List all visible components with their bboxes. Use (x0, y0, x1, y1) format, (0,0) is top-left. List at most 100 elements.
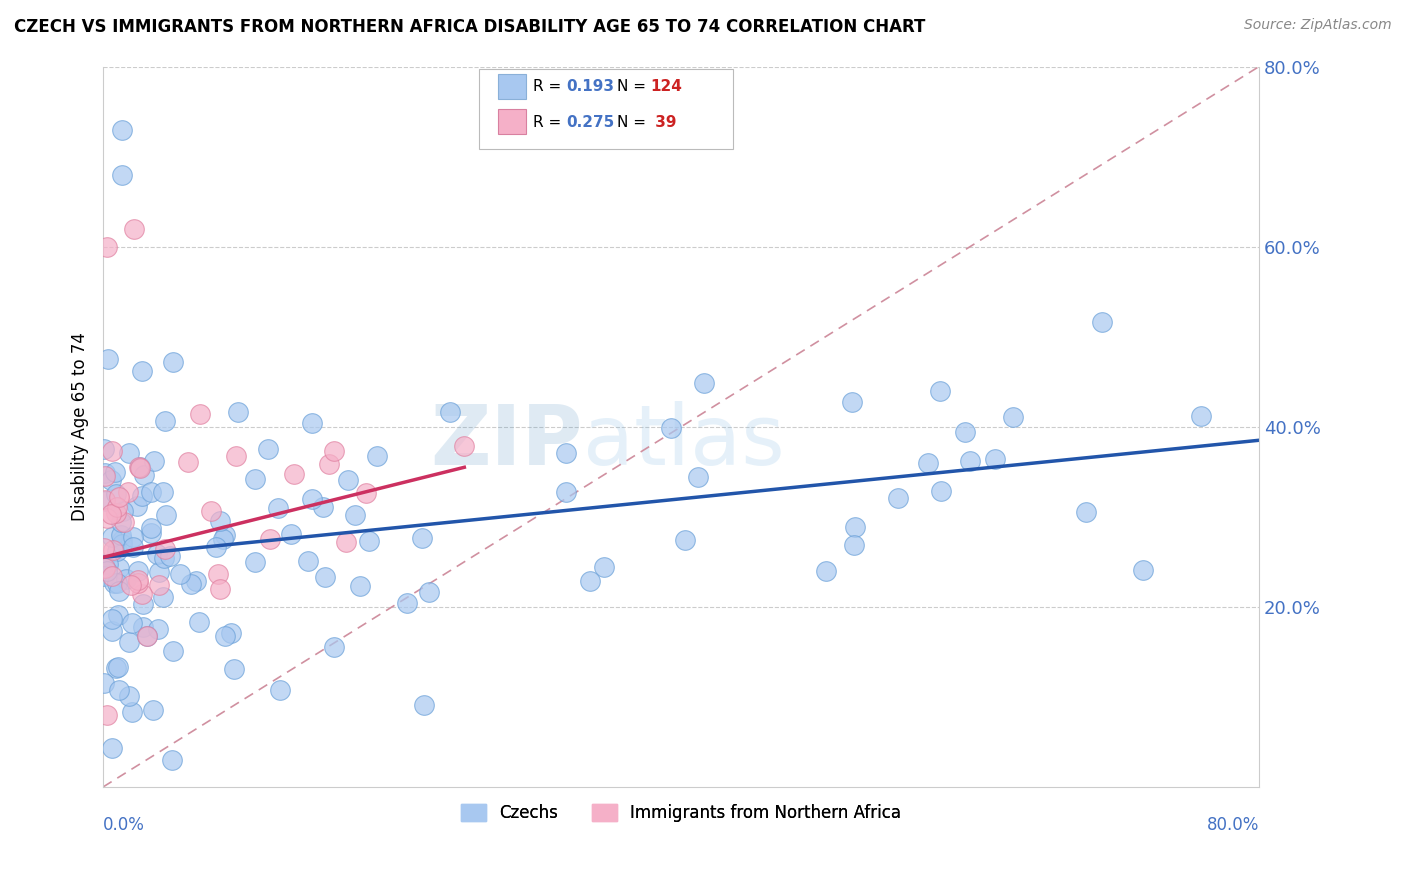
Point (200, 504, 222, 518)
Point (103, 542, 125, 557)
Point (94, 493, 117, 508)
Point (267, 500, 290, 515)
Point (887, 491, 910, 505)
Point (396, 596, 419, 610)
Point (354, 486, 377, 500)
Point (148, 566, 170, 580)
Point (131, 490, 153, 504)
Point (101, 624, 124, 638)
Point (844, 520, 866, 534)
FancyBboxPatch shape (479, 69, 733, 150)
Point (301, 491, 323, 506)
Point (146, 623, 169, 637)
Point (131, 363, 153, 377)
Point (129, 461, 152, 475)
Point (177, 455, 200, 469)
Point (111, 504, 134, 518)
Point (311, 500, 333, 514)
Point (111, 537, 134, 551)
Point (283, 467, 305, 481)
Text: CZECH VS IMMIGRANTS FROM NORTHERN AFRICA DISABILITY AGE 65 TO 74 CORRELATION CHA: CZECH VS IMMIGRANTS FROM NORTHERN AFRICA… (14, 18, 925, 36)
Point (111, 533, 134, 547)
Point (148, 578, 170, 592)
Point (226, 405, 249, 419)
Point (100, 507, 122, 521)
Point (107, 660, 129, 674)
Point (953, 425, 976, 439)
Point (115, 573, 138, 587)
Point (1189, 409, 1212, 423)
Point (112, 515, 135, 529)
Point (659, 420, 682, 434)
Point (100, 741, 122, 756)
Point (314, 570, 336, 584)
Point (104, 465, 127, 479)
Point (243, 555, 266, 569)
Point (97, 557, 120, 571)
Point (297, 554, 319, 568)
Point (141, 703, 163, 717)
Point (110, 515, 132, 529)
Point (107, 608, 129, 623)
Point (94, 494, 117, 508)
Point (135, 629, 157, 643)
Legend: Czechs, Immigrants from Northern Africa: Czechs, Immigrants from Northern Africa (454, 797, 908, 829)
Point (366, 449, 388, 463)
Point (96, 707, 118, 722)
Point (357, 533, 380, 548)
Point (693, 376, 716, 390)
Point (105, 661, 128, 675)
Point (120, 578, 142, 592)
Point (105, 486, 128, 500)
Text: atlas: atlas (583, 401, 785, 482)
Point (93, 676, 115, 690)
Point (211, 532, 233, 546)
Point (439, 405, 461, 419)
Point (593, 560, 616, 574)
Point (143, 454, 166, 468)
Point (1132, 563, 1154, 577)
Point (127, 564, 149, 578)
Point (257, 442, 280, 456)
Point (162, 355, 184, 369)
Point (243, 472, 266, 486)
Point (413, 698, 436, 712)
Point (169, 567, 191, 582)
Text: 80.0%: 80.0% (1206, 816, 1258, 834)
Point (141, 484, 163, 499)
Point (929, 384, 952, 399)
Point (132, 597, 155, 611)
Text: N =: N = (617, 78, 651, 94)
Point (214, 527, 236, 541)
Point (336, 473, 359, 487)
Point (111, 122, 134, 136)
Y-axis label: Disability Age 65 to 74: Disability Age 65 to 74 (72, 333, 89, 521)
Point (101, 569, 124, 583)
Point (110, 527, 132, 541)
Point (152, 485, 174, 500)
Text: N =: N = (617, 114, 651, 129)
Point (101, 612, 124, 626)
Point (188, 407, 211, 421)
Point (186, 574, 208, 588)
Point (94, 469, 117, 483)
Text: 0.193: 0.193 (567, 78, 614, 94)
Point (209, 514, 232, 528)
Point (153, 551, 176, 566)
Point (118, 635, 141, 649)
Point (111, 168, 134, 182)
Point (579, 574, 602, 588)
Point (101, 530, 124, 544)
Point (1002, 409, 1025, 424)
Point (105, 500, 128, 514)
FancyBboxPatch shape (498, 74, 526, 99)
Point (127, 575, 149, 590)
FancyBboxPatch shape (498, 109, 526, 135)
Text: ZIP: ZIP (430, 401, 583, 482)
Point (159, 549, 181, 563)
Point (93, 442, 115, 457)
Text: R =: R = (533, 114, 567, 129)
Text: 39: 39 (650, 114, 676, 129)
Text: 0.275: 0.275 (567, 114, 614, 129)
Point (453, 439, 475, 453)
